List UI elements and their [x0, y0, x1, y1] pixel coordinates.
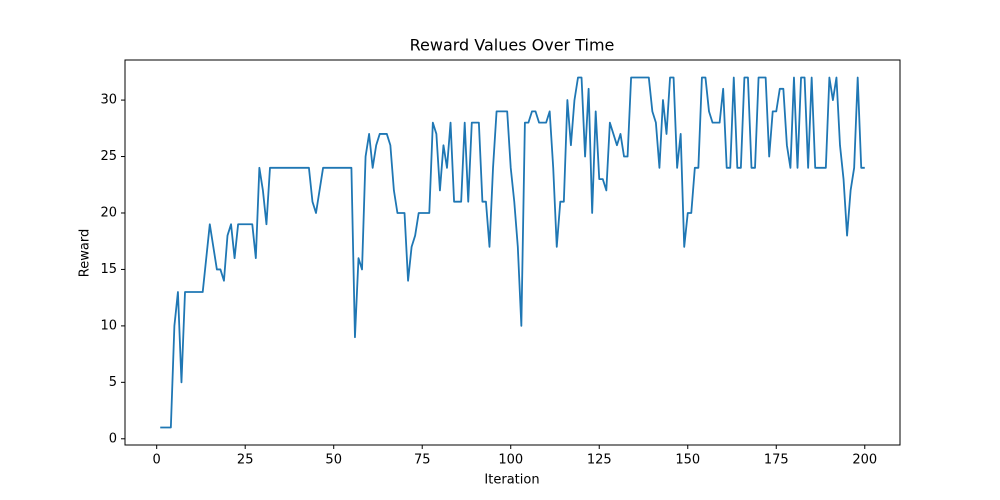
y-tick-label: 20 — [100, 205, 117, 220]
y-tick-label: 5 — [109, 375, 117, 390]
x-tick-label: 50 — [325, 453, 342, 468]
data-line — [160, 76, 865, 429]
x-tick-label: 25 — [237, 453, 254, 468]
x-tick-label: 200 — [852, 453, 877, 468]
x-tick-label: 175 — [764, 453, 789, 468]
plot-frame — [124, 59, 901, 446]
x-tick-label: 150 — [675, 453, 700, 468]
x-tick-label: 0 — [153, 453, 161, 468]
y-tick-label: 10 — [100, 318, 117, 333]
y-tick-label: 15 — [100, 262, 117, 277]
x-tick-label: 75 — [414, 453, 431, 468]
x-tick-label: 100 — [498, 453, 523, 468]
x-axis-label: Iteration — [484, 473, 539, 488]
chart-title: Reward Values Over Time — [410, 36, 615, 55]
y-tick-label: 0 — [109, 431, 117, 446]
x-tick-label: 125 — [587, 453, 612, 468]
y-axis-label: Reward — [78, 229, 93, 277]
y-tick-label: 25 — [100, 149, 117, 164]
y-tick-label: 30 — [100, 93, 117, 108]
